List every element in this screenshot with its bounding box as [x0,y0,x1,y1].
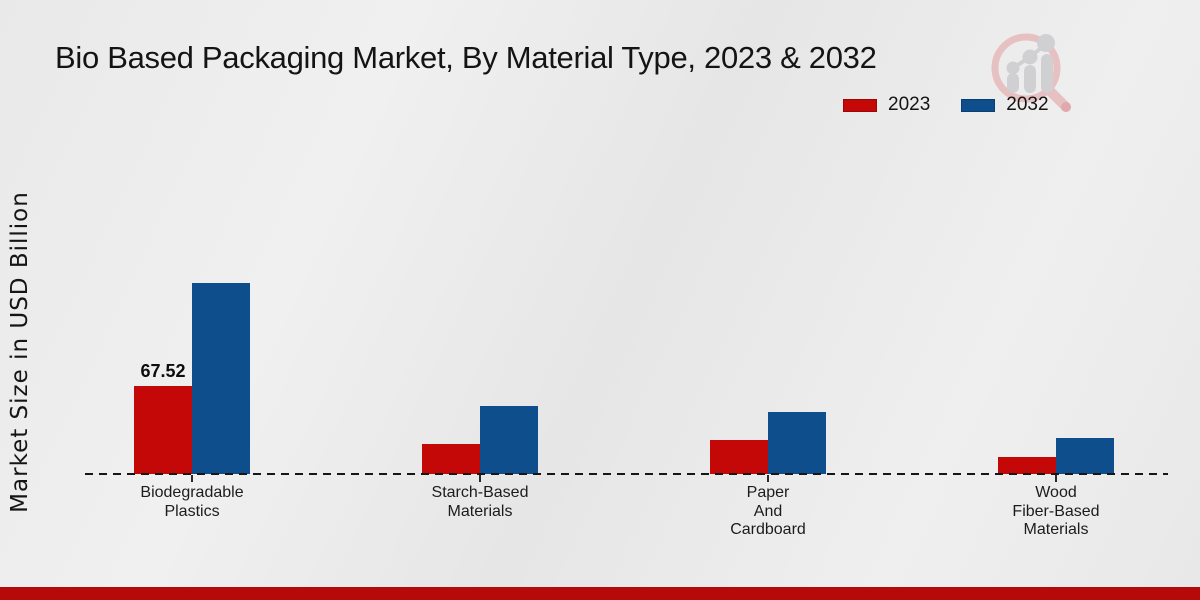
bar-2032-group1 [480,406,538,474]
legend-label-2023: 2023 [888,94,931,115]
legend-item-2023: 2023 [843,94,930,116]
legend: 2023 2032 [843,94,1049,116]
bar-2023-group2 [710,440,768,474]
bar-2032-group3 [1056,438,1114,474]
bar-2023-group1 [422,444,480,474]
bar-2023-group3 [998,457,1056,474]
category-label: Biodegradable Plastics [140,484,244,520]
category-label: Wood Fiber-Based Materials [1012,484,1100,538]
axis-tick [1055,475,1057,482]
bar-2023-group0 [134,386,192,474]
category-label: Paper And Cardboard [730,484,806,538]
legend-item-2032: 2032 [961,94,1049,116]
axis-tick [767,475,769,482]
category-label: Starch-Based Materials [431,484,529,520]
x-axis-baseline [85,473,1168,475]
bar-2032-group2 [768,412,826,474]
axis-tick [191,475,193,482]
axis-tick [479,475,481,482]
chart-title: Bio Based Packaging Market, By Material … [55,40,877,75]
brand-logo [986,26,1078,112]
legend-label-2032: 2032 [1006,94,1049,115]
footer-stripe [0,587,1200,600]
bar-2032-group0 [192,283,250,474]
magnifier-barchart-icon [991,33,1071,112]
bar-value-label: 67.52 [140,361,186,381]
legend-swatch-2023 [843,98,877,112]
legend-swatch-2032 [961,98,996,112]
